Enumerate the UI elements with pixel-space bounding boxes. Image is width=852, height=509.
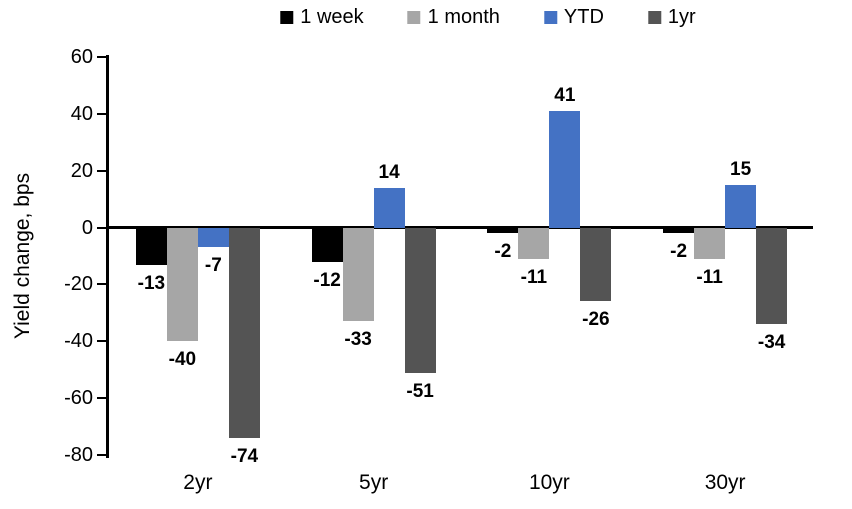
category-label-2yr: 2yr (183, 471, 213, 494)
y-axis-tick-label: -40 (64, 330, 93, 353)
bar-value-label-ytd-30yr: 15 (730, 158, 752, 180)
legend-item-1-week: 1 week (280, 5, 364, 29)
y-axis-tick-mark (97, 283, 106, 286)
y-axis-tick-label: 20 (70, 159, 93, 182)
legend-color-swatch-icon (280, 10, 294, 24)
y-axis-line (106, 55, 109, 458)
bar-value-label-ytd-5yr: 14 (378, 161, 400, 183)
legend-item-label: 1 month (427, 6, 500, 28)
bar-1-month-5yr (342, 227, 374, 322)
bar-value-label-1-week-30yr: -2 (670, 241, 688, 263)
bar-value-label-1-week-10yr: -2 (494, 241, 512, 263)
zero-line (106, 226, 813, 230)
y-axis-tick-label: 40 (70, 102, 93, 125)
bar-ytd-10yr (549, 111, 581, 228)
legend-item-1yr: 1yr (647, 5, 696, 29)
y-axis-tick-label: 0 (81, 216, 93, 239)
legend-color-swatch-icon (407, 10, 421, 24)
legend-item-ytd: YTD (543, 5, 604, 29)
y-axis-tick-mark (97, 226, 106, 229)
y-axis-tick-label: 60 (70, 46, 93, 68)
bar-value-label-1yr-30yr: -34 (757, 332, 786, 354)
legend-color-swatch-icon (543, 10, 557, 24)
bar-value-label-1-week-5yr: -12 (313, 269, 341, 291)
bar-1-month-2yr (166, 227, 198, 342)
bar-1yr-30yr (756, 227, 788, 325)
category-label-30yr: 30yr (704, 471, 746, 494)
legend-color-swatch-icon (647, 10, 661, 24)
bar-value-label-1-month-2yr: -40 (168, 349, 197, 371)
bar-ytd-2yr (197, 227, 229, 248)
y-axis-tick-mark (97, 454, 106, 456)
bar-1yr-2yr (228, 227, 260, 438)
y-axis-tick-label: -60 (64, 387, 93, 410)
bar-1yr-5yr (404, 227, 436, 373)
bar-1-month-10yr (518, 227, 550, 259)
y-axis-tick-mark (97, 397, 106, 400)
category-label-10yr: 10yr (528, 471, 570, 494)
bar-1-week-5yr (311, 227, 343, 262)
bar-value-label-1-month-5yr: -33 (344, 329, 372, 351)
bar-ytd-5yr (373, 187, 405, 228)
y-axis-tick-mark (97, 169, 106, 172)
y-axis-tick-mark (97, 56, 106, 58)
bar-value-label-1yr-2yr: -74 (230, 445, 259, 467)
bar-1-week-30yr (663, 227, 695, 234)
y-axis-tick-mark (97, 112, 106, 115)
bar-1-month-30yr (694, 227, 726, 259)
bar-ytd-30yr (725, 184, 757, 228)
bar-value-label-1-week-2yr: -13 (137, 272, 166, 294)
y-axis-title: Yield change, bps (11, 172, 34, 340)
legend-item-label: YTD (563, 6, 604, 28)
y-axis-tick-label: -80 (64, 444, 93, 466)
bar-value-label-1yr-10yr: -26 (582, 309, 610, 331)
y-axis-tick-label: -20 (64, 273, 93, 296)
bar-1-week-2yr (135, 227, 167, 265)
legend: 1 week 1 month YTD 1yr (280, 5, 696, 29)
bar-value-label-ytd-10yr: 41 (554, 85, 576, 106)
bar-value-label-1-month-30yr: -11 (696, 266, 723, 288)
category-label-5yr: 5yr (359, 471, 389, 494)
bar-value-label-1yr-5yr: -51 (406, 380, 434, 402)
bar-value-label-1-month-10yr: -11 (520, 266, 548, 288)
bar-1-week-10yr (487, 227, 519, 234)
legend-item-1-month: 1 month (407, 5, 500, 29)
y-axis-tick-mark (97, 340, 106, 343)
legend-item-label: 1yr (667, 6, 696, 28)
bar-value-label-ytd-2yr: -7 (204, 255, 222, 277)
bar-1yr-10yr (580, 227, 612, 302)
legend-item-label: 1 week (300, 6, 364, 28)
